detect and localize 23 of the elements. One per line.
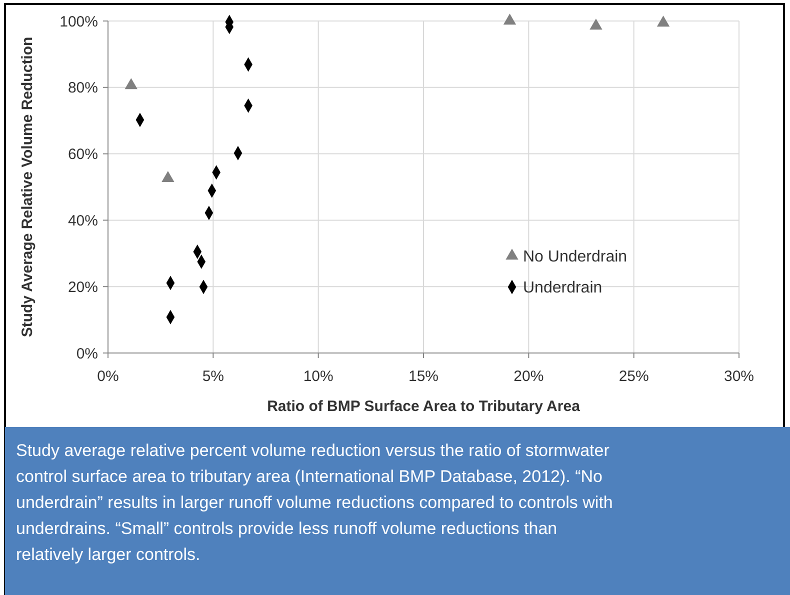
y-tick-label: 80% <box>68 80 98 97</box>
point <box>590 18 602 30</box>
point <box>124 78 138 90</box>
x-tick-label: 25% <box>618 368 649 385</box>
x-tick-label: 10% <box>303 368 334 385</box>
point <box>503 14 516 25</box>
y-tick-label: 60% <box>68 146 98 164</box>
y-axis-title: Study Average Relative Volume Reduction <box>19 36 36 338</box>
y-tick-label: 40% <box>68 212 98 230</box>
text: Study average relative percent volume reduction versus the ratio of stormwater control surface area to tributary area (International BMP Database, 2012). “No underdrain” results in larger runoff volume reductions compared to controls with underdrains. “Small” controls provide less runoff volume reductions than relatively larger controls. <box>16 441 613 564</box>
x-tick-label: 5% <box>202 368 224 385</box>
x-axis-title: Ratio of BMP Surface Area to Tributary Area <box>267 398 581 415</box>
x-tick-label: 30% <box>724 368 754 385</box>
x-tick-label: 20% <box>514 368 544 385</box>
y-tick-label: 100% <box>60 13 98 30</box>
legend-label: No Underdrain <box>523 248 628 266</box>
legend-label: Underdrain <box>523 280 602 297</box>
x-tick-label: 15% <box>408 368 439 385</box>
y-tick-label: 20% <box>68 278 98 296</box>
point <box>162 171 174 182</box>
y-tick-label: 0% <box>76 345 98 362</box>
point <box>656 16 670 27</box>
x-tick-label: 0% <box>97 368 119 385</box>
